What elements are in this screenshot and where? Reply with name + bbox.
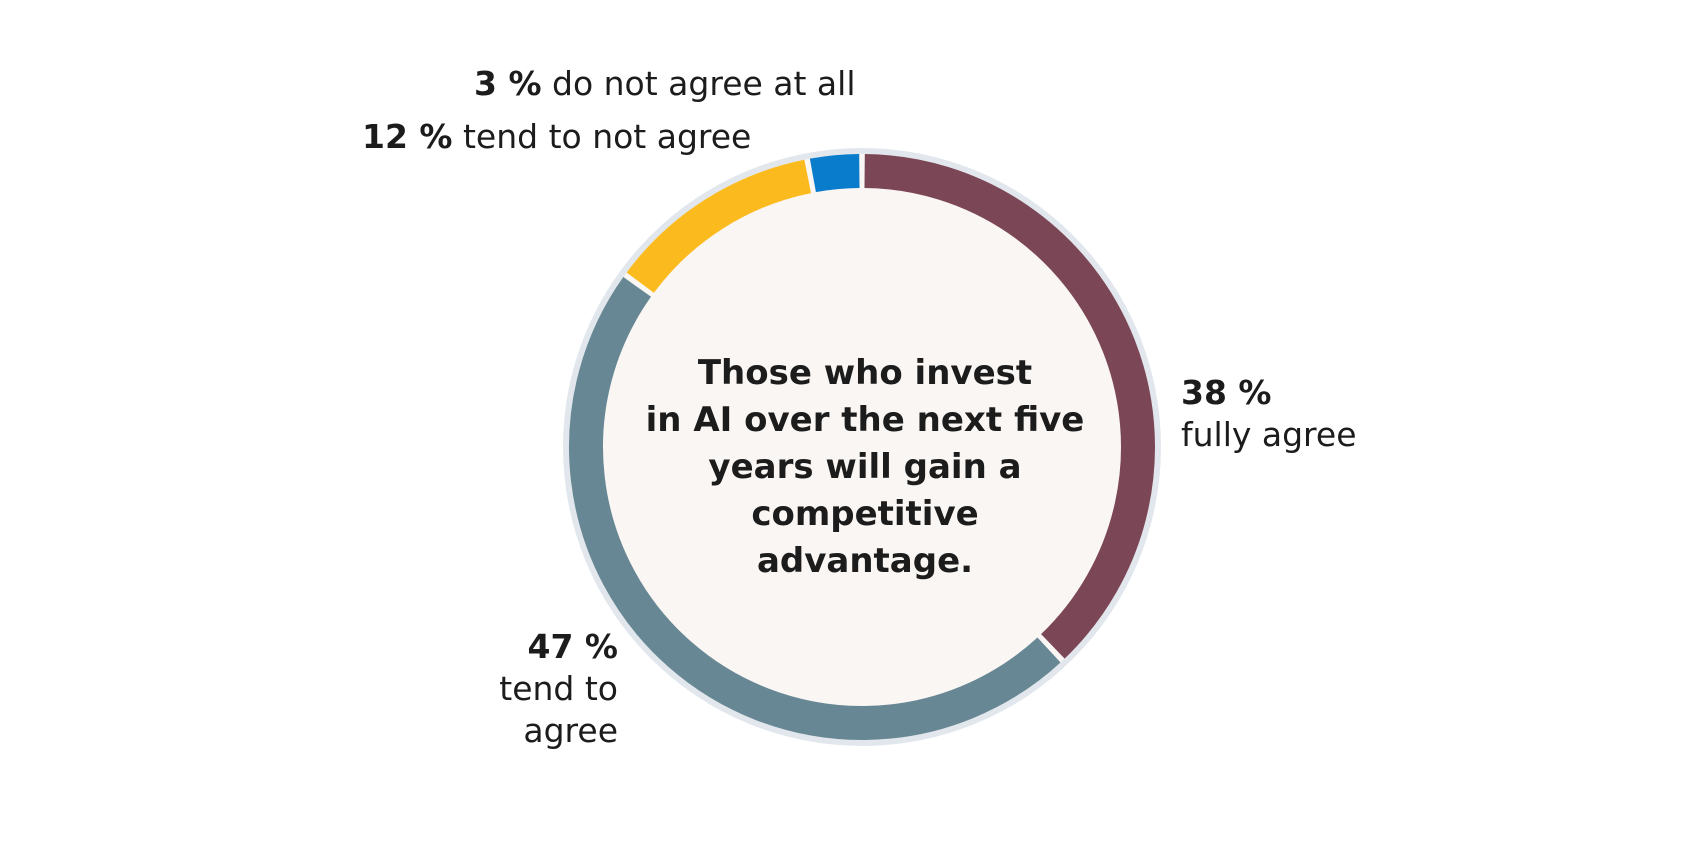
slice-percent-tend-to-agree: 47 %	[527, 627, 618, 666]
chart-title: Those who invest in AI over the next fiv…	[645, 350, 1085, 585]
slice-text-tend-to-agree-line-1: tend to	[499, 669, 618, 708]
slice-label-tend-to-not-agree: 12 % tend to not agree	[362, 116, 751, 158]
slice-percent-fully-agree: 38 %	[1181, 373, 1272, 412]
chart-title-line-2: in AI over the next five	[645, 400, 1085, 440]
slice-label-fully-agree: 38 % fully agree	[1181, 372, 1357, 456]
chart-center-disc	[569, 154, 1155, 740]
slice-label-do-not-agree-at-all: 3 % do not agree at all	[474, 63, 856, 105]
slice-text-fully-agree: fully agree	[1181, 415, 1357, 454]
slice-label-tend-to-agree: 47 % tend to agree	[499, 626, 618, 752]
chart-title-line-1: Those who invest	[697, 353, 1033, 393]
slice-do-not-agree-at-all	[809, 154, 860, 193]
slice-text-tend-to-not-agree: tend to not agree	[462, 117, 752, 156]
slice-text-do-not-agree-at-all: do not agree at all	[552, 64, 856, 103]
slice-tend-to-agree	[569, 277, 1061, 740]
slice-fully-agree	[864, 154, 1155, 659]
slice-tend-to-not-agree	[626, 159, 812, 293]
slice-text-tend-to-agree-line-2: agree	[523, 711, 618, 750]
chart-title-line-4: competitive advantage.	[751, 494, 979, 581]
chart-title-line-3: years will gain a	[708, 447, 1022, 487]
slice-percent-tend-to-not-agree: 12 %	[362, 117, 453, 156]
slice-percent-do-not-agree-at-all: 3 %	[474, 64, 542, 103]
